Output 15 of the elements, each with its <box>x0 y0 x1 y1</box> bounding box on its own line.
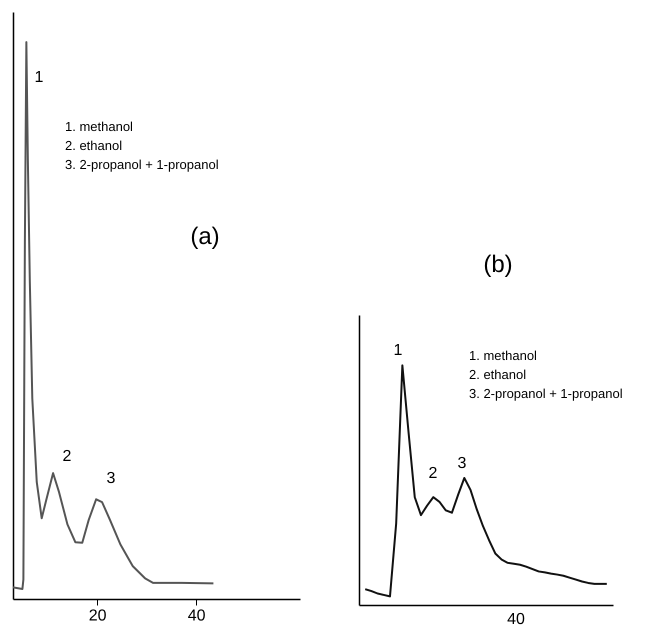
x-tick-label: 20 <box>88 608 107 624</box>
text: 1 <box>394 342 403 359</box>
annotation: 3 <box>106 470 116 487</box>
chart-title: (b) <box>483 251 513 278</box>
annotation: 2 <box>428 465 438 482</box>
annotation: 3. 2-propanol + 1-propanol <box>469 386 623 401</box>
annotation: 3 <box>458 455 467 472</box>
text: 1. methanol <box>469 348 538 363</box>
annotation: 2. ethanol <box>65 138 122 153</box>
annotation: 1. methanol <box>65 119 134 134</box>
annotation: 2. ethanol <box>469 367 526 382</box>
annotation: 3. 2-propanol + 1-propanol <box>65 157 219 172</box>
annotation: 2 <box>62 448 72 465</box>
annotation: 1 <box>34 69 44 86</box>
text: (a) <box>190 223 220 250</box>
